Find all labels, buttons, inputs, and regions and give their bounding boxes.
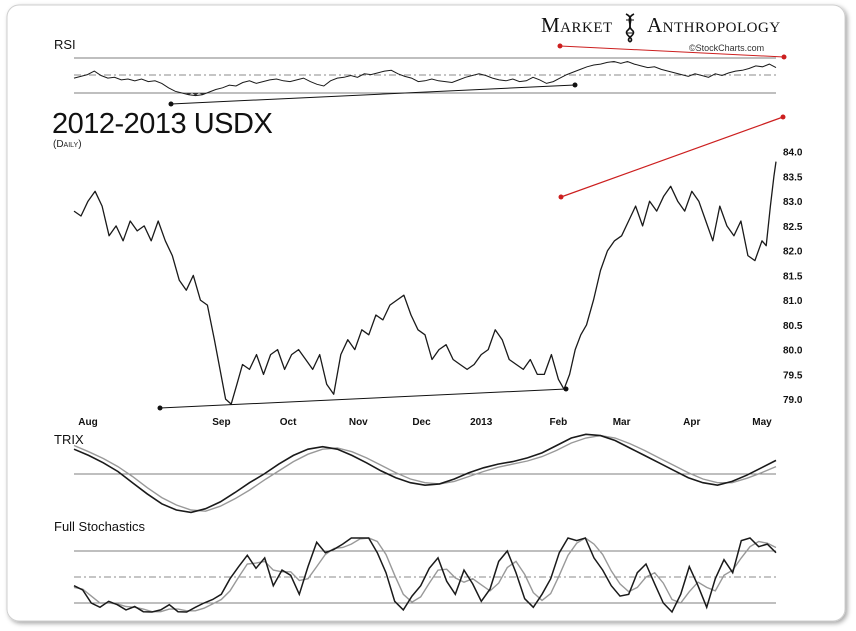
- date-x-axis: Aug Sep Oct Nov Dec 2013 Feb Mar Apr May: [78, 417, 772, 428]
- y-tick-label: 80.5: [783, 321, 803, 332]
- x-tick-label: Mar: [613, 417, 631, 428]
- y-tick-label: 83.5: [783, 172, 803, 183]
- price-red-trendline: [560, 116, 784, 198]
- brand-left-word: Market: [541, 13, 613, 37]
- y-tick-label: 81.0: [783, 296, 803, 307]
- trix-line: [73, 433, 777, 514]
- brand-right-word: Anthropology: [647, 13, 781, 37]
- x-tick-label: Apr: [683, 417, 700, 428]
- chart-title: 2012-2013 USDX: [52, 108, 272, 140]
- rsi-oversold-fill: [185, 93, 206, 96]
- price-black-trendline-start: [157, 405, 163, 411]
- x-tick-label: 2013: [470, 417, 493, 428]
- trix-label: TRIX: [54, 432, 84, 447]
- y-tick-label: 79.5: [783, 370, 803, 381]
- price-black-trendline: [159, 388, 567, 409]
- y-tick-label: 83.0: [783, 197, 803, 208]
- x-tick-label: Feb: [550, 417, 568, 428]
- rsi-red-trendline-end: [781, 54, 787, 60]
- price-y-axis: 84.0 83.5 83.0 82.5 82.0 81.5 81.0 80.5 80.0 79.5…: [783, 148, 803, 406]
- stoch-d-line: [73, 537, 777, 613]
- y-tick-label: 81.5: [783, 271, 803, 282]
- y-tick-label: 80.0: [783, 346, 803, 357]
- y-tick-label: 79.0: [783, 395, 803, 406]
- price-line: [73, 161, 777, 405]
- source-credit: ©StockCharts.com: [689, 43, 764, 53]
- card-background: [6, 4, 846, 622]
- rsi-red-trendline-start: [557, 43, 563, 49]
- x-tick-label: Sep: [212, 417, 230, 428]
- rsi-black-trendline-start: [168, 101, 174, 107]
- y-tick-label: 82.0: [783, 247, 803, 258]
- y-tick-label: 84.0: [783, 148, 803, 159]
- x-tick-label: Nov: [349, 417, 368, 428]
- x-tick-label: Aug: [78, 417, 97, 428]
- chart-subtitle: (Daily): [53, 139, 82, 150]
- stoch-label: Full Stochastics: [54, 519, 146, 534]
- rsi-black-trendline: [170, 84, 576, 105]
- x-tick-label: Dec: [412, 417, 431, 428]
- rsi-label: RSI: [54, 37, 76, 52]
- trix-signal-line: [73, 434, 777, 512]
- rsi-black-trendline-end: [572, 82, 578, 88]
- x-tick-label: Oct: [280, 417, 297, 428]
- y-tick-label: 82.5: [783, 222, 803, 233]
- price-black-trendline-end: [563, 386, 569, 392]
- stoch-k-line: [73, 537, 777, 614]
- brand-logo: Market Anthropology ©StockCharts.com: [541, 13, 781, 53]
- price-red-trendline-end: [780, 114, 786, 120]
- rsi-panel: RSI: [54, 37, 787, 107]
- rsi-red-trendline: [559, 45, 785, 58]
- price-red-trendline-start: [558, 194, 564, 200]
- rsi-line: [73, 60, 777, 97]
- stochastics-panel: Full Stochastics: [54, 519, 777, 614]
- dna-helix-icon: [625, 13, 635, 43]
- price-panel: 84.0 83.5 83.0 82.5 82.0 81.5 81.0 80.5 80.0 79.5…: [73, 114, 803, 428]
- trix-panel: TRIX: [54, 432, 777, 514]
- x-tick-label: May: [752, 417, 772, 428]
